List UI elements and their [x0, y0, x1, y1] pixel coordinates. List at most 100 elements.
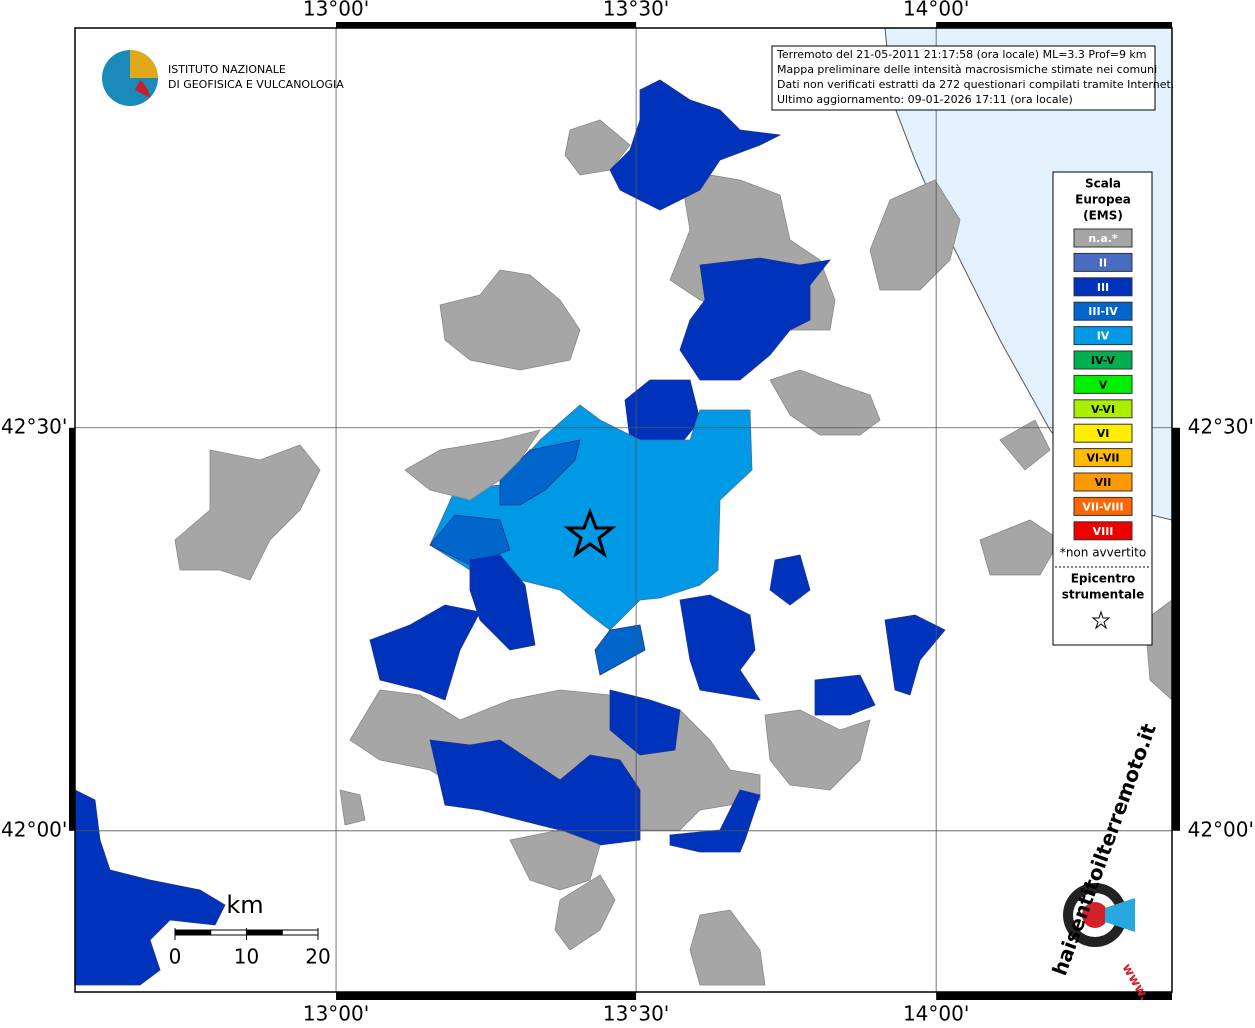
area [884, 614, 946, 696]
legend-note: *non avvertito [1060, 546, 1146, 560]
x-tick-label: 14°00' [903, 1002, 969, 1025]
logo-globe [135, 80, 150, 98]
legend-label: VII [1095, 476, 1112, 489]
area [594, 624, 646, 676]
legend-label: VII-VIII [1082, 500, 1123, 513]
scale-bar: km 0 10 20 [169, 891, 331, 969]
area [404, 429, 541, 501]
frame-bar [936, 22, 1172, 28]
legend-label: V-VI [1091, 403, 1115, 416]
brand-icon [1082, 902, 1108, 928]
area [429, 514, 511, 566]
area [764, 709, 871, 791]
logo-text: DI GEOFISICA E VULCANOLOGIA [168, 78, 344, 91]
scale-segment [174, 929, 212, 936]
legend-label: II [1099, 256, 1107, 269]
legend-swatch [1073, 472, 1133, 492]
legend-title: (EMS) [1083, 209, 1123, 223]
legend-swatch [1073, 252, 1133, 272]
area [174, 444, 321, 581]
x-tick-label: 13°30' [603, 1002, 669, 1025]
area [679, 257, 831, 381]
area [339, 789, 366, 826]
scale-label: 10 [234, 945, 259, 969]
legend-swatch [1073, 350, 1133, 370]
legend-swatch [1073, 228, 1133, 248]
area [999, 419, 1051, 471]
frame-bar [1172, 427, 1180, 831]
area [429, 739, 641, 846]
legend-label: III-IV [1088, 305, 1118, 318]
frame-bar [936, 992, 1172, 1000]
scale-segment [246, 929, 283, 936]
frame-bar [336, 992, 637, 1000]
area [554, 874, 616, 951]
epicenter-star [563, 507, 617, 558]
legend-swatch [1073, 301, 1133, 321]
area [369, 604, 481, 701]
area [869, 179, 961, 291]
area [814, 674, 876, 716]
info-text: Terremoto del 21-05-2011 21:17:58 (ora l… [776, 48, 1174, 106]
legend-label: VI-VII [1086, 452, 1119, 465]
scale-segment [281, 929, 319, 936]
area [509, 829, 601, 891]
area [769, 554, 811, 606]
area [74, 789, 226, 986]
legend-epicenter: strumentale [1062, 588, 1145, 602]
legend-swatch [1073, 399, 1133, 419]
legend-swatch [1073, 374, 1133, 394]
legend-swatch [1073, 277, 1133, 297]
scale-label: 20 [305, 945, 330, 969]
area [609, 689, 681, 756]
x-tick-label: 13°00' [303, 1002, 369, 1025]
map-frame [74, 27, 1173, 993]
legend-title: Europea [1075, 193, 1131, 207]
y-tick-label: 42°30' [1188, 414, 1254, 438]
area [499, 439, 581, 506]
legend-label: IV [1097, 330, 1110, 343]
graticule [69, 22, 1180, 1000]
area [609, 79, 782, 211]
legend-swatch [1073, 521, 1133, 541]
y-tick-label: 42°00' [1, 817, 67, 841]
ingv-logo: ISTITUTO NAZIONALE DI GEOFISICA E VULCAN… [102, 50, 344, 106]
info-line: Mappa preliminare delle intensità macros… [777, 63, 1157, 76]
legend-label: VI [1097, 427, 1110, 440]
legend-swatch [1073, 448, 1133, 468]
x-tick-label: 13°30' [603, 0, 669, 21]
x-tick-label: 13°00' [303, 0, 369, 21]
legend-label: V [1099, 378, 1108, 391]
legend-title: Scala [1085, 177, 1121, 191]
info-line: Terremoto del 21-05-2011 21:17:58 (ora l… [776, 48, 1147, 61]
y-tick-label: 42°30' [1, 414, 67, 438]
area [769, 369, 881, 436]
area [689, 909, 766, 986]
brand-icon [1105, 898, 1135, 932]
x-tick-label: 14°00' [903, 0, 969, 21]
legend-star [1091, 610, 1111, 630]
legend-label: III [1097, 281, 1109, 294]
legend-epicenter: Epicentro [1071, 572, 1136, 586]
y-tick-label: 42°00' [1188, 817, 1254, 841]
legend-swatch [1073, 496, 1133, 516]
info-line: Ultimo aggiornamento: 09-01-2026 17:11 (… [777, 93, 1073, 106]
info-line: Dati non verificati estratti da 272 ques… [777, 78, 1174, 91]
area [469, 554, 536, 651]
scale-segment [210, 929, 247, 936]
scale-unit: km [226, 891, 263, 919]
info-box [771, 45, 1156, 111]
legend-swatch [1073, 423, 1133, 443]
area [679, 594, 761, 701]
legend-label: IV-V [1091, 354, 1116, 367]
frame-bar [69, 427, 75, 831]
frame-bar [336, 22, 637, 28]
scale-label: 0 [169, 945, 182, 969]
area [979, 519, 1061, 576]
legend-label: n.a.* [1088, 232, 1118, 245]
legend-label: VIII [1093, 525, 1114, 538]
legend: ScalaEuropea(EMS)n.a.*IIIIIIII-IVIVIV-VV… [1055, 177, 1150, 630]
logo-globe [130, 50, 158, 78]
legend-swatch [1073, 326, 1133, 346]
